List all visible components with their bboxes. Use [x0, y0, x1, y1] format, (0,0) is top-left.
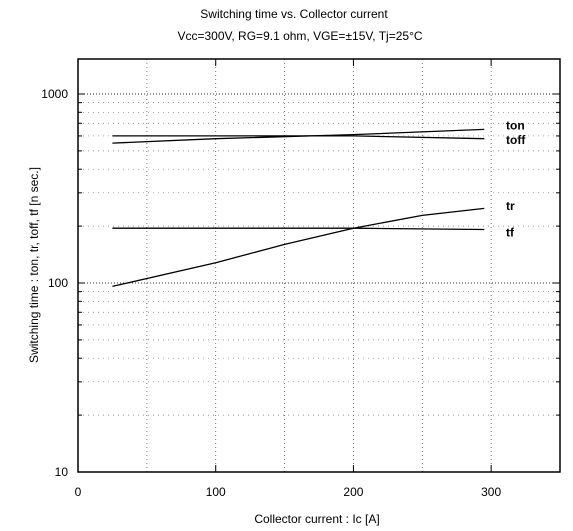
axis-ticks: 0 100 200 300 10 100 1000	[41, 59, 560, 499]
series-line-tf	[112, 227, 485, 231]
series-line-tr	[112, 207, 485, 288]
series-label-tf: tf	[506, 226, 515, 240]
chart-title: Switching time vs. Collector current	[200, 7, 388, 21]
series-label-ton: ton	[506, 119, 525, 133]
y-axis-label: Switching time : ton, tr, toff, tf [n se…	[27, 167, 41, 363]
y-tick-label: 100	[48, 276, 68, 290]
x-tick-label: 0	[75, 485, 82, 499]
y-tick-label: 1000	[41, 87, 68, 101]
x-tick-label: 300	[481, 485, 501, 499]
x-axis-label: Collector current : Ic [A]	[254, 512, 379, 526]
plot-frame	[77, 58, 561, 473]
chart-subtitle: Vcc=300V, RG=9.1 ohm, VGE=±15V, Tj=25°C	[177, 29, 422, 43]
series-label-toff: toff	[506, 133, 526, 147]
x-tick-label: 100	[206, 485, 226, 499]
data-series	[112, 128, 485, 288]
series-line-ton	[112, 128, 485, 144]
y-tick-label: 10	[55, 465, 69, 479]
x-tick-label: 200	[343, 485, 363, 499]
series-line-toff	[112, 135, 485, 140]
series-label-tr: tr	[506, 199, 515, 213]
grid-lines	[78, 59, 560, 472]
